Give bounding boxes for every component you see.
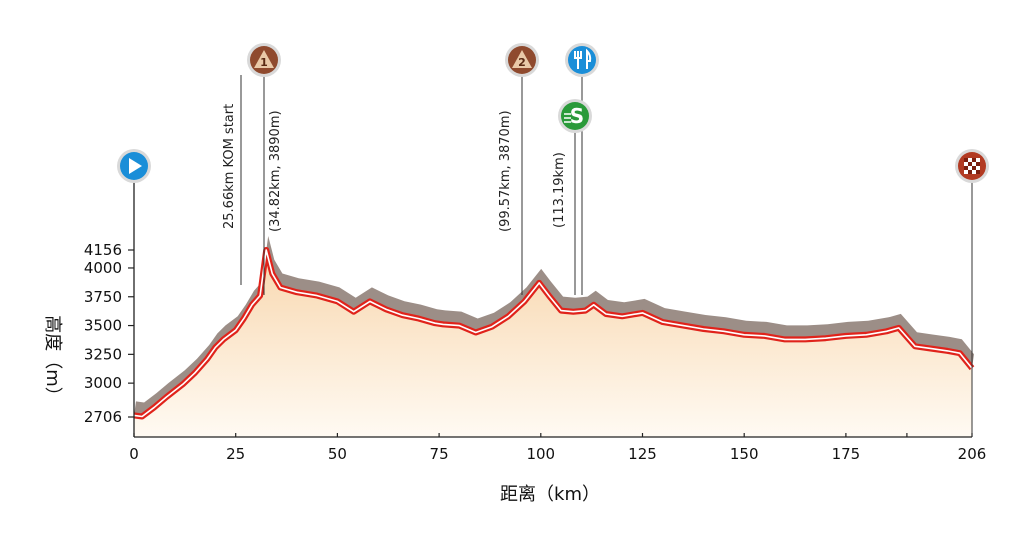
x-tick-label: 75 — [430, 445, 449, 463]
checker-cell — [964, 170, 968, 174]
kom-start-label: 25.66km KOM start — [222, 104, 237, 229]
profile-line-inner — [133, 249, 973, 418]
profile-area — [134, 250, 972, 437]
sprint-icon: S — [558, 99, 592, 133]
sprint-label: (113.19km) — [552, 152, 567, 228]
x-tick-label: 150 — [730, 445, 759, 463]
y-tick-label: 3250 — [84, 345, 122, 363]
checker-cell — [968, 162, 972, 166]
kom-badge-text: 1 — [260, 56, 268, 69]
icon-face — [561, 102, 589, 130]
checker-cell — [976, 162, 980, 166]
y-axis-title: 高度（m） — [42, 315, 63, 405]
y-tick-label: 4000 — [84, 259, 122, 277]
checker-cell — [976, 166, 980, 170]
checker-cell — [968, 158, 972, 162]
x-tick-label: 25 — [226, 445, 245, 463]
mountain-glyph — [254, 50, 274, 68]
x-tick-label: 0 — [129, 445, 139, 463]
kom-badge-text: 2 — [518, 56, 526, 69]
checker-cell — [964, 166, 968, 170]
x-tick-label: 100 — [526, 445, 555, 463]
checker-cell — [972, 158, 976, 162]
feed-zone-icon — [565, 43, 599, 77]
checker-cell — [976, 170, 980, 174]
y-tick-label: 3500 — [84, 317, 122, 335]
speed-lines-glyph — [564, 113, 571, 123]
sprint-badge-text: S — [570, 104, 584, 128]
finish-icon — [955, 149, 989, 183]
fork-glyph — [574, 51, 582, 69]
y-tick-label: 3000 — [84, 374, 122, 392]
checker-cell — [976, 158, 980, 162]
checker-cell — [972, 170, 976, 174]
play-glyph — [129, 158, 142, 174]
y-tick-label: 4156 — [84, 241, 122, 259]
kom-1-icon: 1 — [247, 43, 281, 77]
checker-cell — [972, 166, 976, 170]
checker-cell — [964, 158, 968, 162]
checker-cell — [968, 166, 972, 170]
checker-cell — [972, 162, 976, 166]
checker-cell — [968, 170, 972, 174]
x-tick-label: 175 — [832, 445, 861, 463]
x-tick-label: 50 — [328, 445, 347, 463]
y-tick-label: 3750 — [84, 288, 122, 306]
knife-glyph — [586, 48, 592, 69]
checker-cell — [964, 162, 968, 166]
start-icon — [117, 149, 151, 183]
kom-1-label: (34.82km, 3890m) — [268, 110, 283, 232]
mountain-glyph — [512, 50, 532, 68]
x-tick-label: 206 — [958, 445, 987, 463]
kom-2-label: (99.57km, 3870m) — [498, 110, 513, 232]
icon-face — [568, 46, 596, 74]
profile-shadow-band — [134, 236, 974, 417]
x-axis-title: 距离（km） — [500, 484, 600, 505]
y-tick-label: 2706 — [84, 408, 122, 426]
kom-2-icon: 2 — [505, 43, 539, 77]
x-tick-label: 125 — [628, 445, 657, 463]
